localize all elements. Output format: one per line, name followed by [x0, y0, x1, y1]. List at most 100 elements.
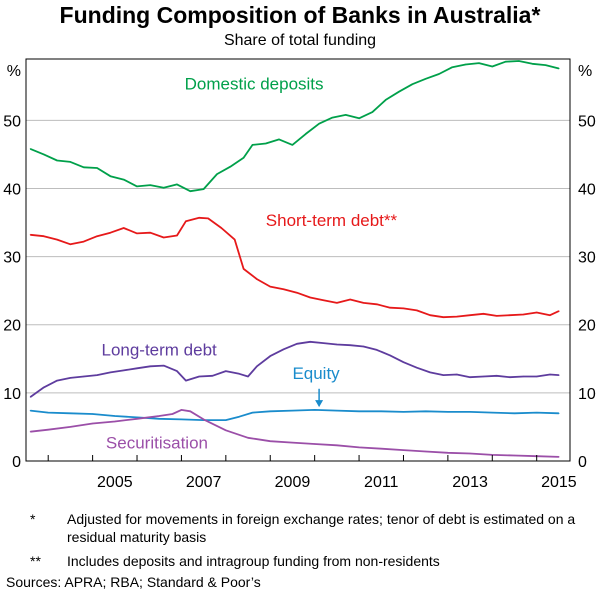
x-tick-2007: 2007	[186, 474, 222, 491]
point-domestic-deposits-0	[29, 148, 31, 150]
point-long-term-debt-23	[322, 342, 325, 344]
point-long-term-debt-15	[225, 370, 227, 372]
point-domestic-deposits-16	[243, 157, 245, 159]
point-short-term-debt-11	[176, 234, 178, 237]
point-short-term-debt-37	[509, 314, 511, 316]
point-short-term-debt-16	[234, 239, 236, 241]
y-tick-left-50: 50	[3, 113, 21, 130]
point-equity-22	[491, 412, 493, 414]
point-short-term-debt-24	[336, 302, 338, 304]
point-long-term-debt-4	[83, 375, 85, 378]
point-short-term-debt-3	[69, 243, 71, 245]
point-long-term-debt-39	[536, 375, 538, 378]
point-domestic-deposits-8	[136, 185, 138, 187]
point-short-term-debt-33	[456, 316, 458, 318]
point-long-term-debt-24	[336, 343, 338, 346]
point-long-term-debt-27	[376, 349, 378, 351]
series-label-equity: Equity	[292, 364, 340, 383]
series-layer	[29, 60, 560, 458]
point-short-term-debt-22	[309, 296, 311, 299]
point-long-term-debt-38	[522, 375, 525, 378]
point-domestic-deposits-13	[203, 188, 205, 190]
point-domestic-deposits-25	[358, 117, 360, 119]
point-equity-14	[314, 409, 316, 411]
point-domestic-deposits-22	[318, 123, 320, 125]
point-domestic-deposits-40	[558, 67, 560, 70]
point-domestic-deposits-19	[278, 138, 280, 140]
point-long-term-debt-41	[558, 374, 560, 376]
point-short-term-debt-14	[207, 217, 209, 219]
point-securitisation-6	[158, 415, 160, 417]
point-short-term-debt-5	[96, 235, 98, 237]
point-long-term-debt-3	[69, 377, 71, 379]
point-long-term-debt-33	[456, 373, 458, 376]
point-long-term-debt-29	[402, 361, 405, 363]
point-short-term-debt-8	[136, 232, 138, 234]
point-short-term-debt-0	[29, 234, 31, 236]
chart-svg: 0 0 10 10 20 20 30 30 40 40 50 50% % 2005 2007 2009 2011…	[3, 58, 596, 491]
point-long-term-debt-26	[362, 345, 365, 348]
point-long-term-debt-30	[416, 367, 418, 369]
point-long-term-debt-32	[442, 374, 444, 376]
point-long-term-debt-6	[109, 371, 111, 373]
y-unit-left: %	[7, 63, 21, 80]
point-short-term-debt-35	[482, 313, 484, 315]
point-short-term-debt-23	[322, 299, 325, 301]
chart-title: Funding Composition of Banks in Australi…	[59, 2, 541, 28]
point-securitisation-12	[247, 437, 249, 439]
point-short-term-debt-15	[220, 227, 222, 229]
point-securitisation-16	[336, 444, 338, 446]
point-securitisation-10	[203, 418, 205, 420]
footnote-1-text: Adjusted for movements in foreign exchan…	[67, 511, 576, 545]
series-label-short-term-debt: Short-term debt**	[266, 211, 398, 230]
point-domestic-deposits-35	[491, 65, 493, 68]
point-domestic-deposits-17	[251, 144, 254, 146]
label-layer: Domestic deposits Short-term debt** Long-t…	[101, 75, 397, 453]
point-domestic-deposits-1	[43, 153, 45, 155]
point-long-term-debt-18	[256, 365, 258, 367]
tick-layer: 0 0 10 10 20 20 30 30 40 40 50 50% % 2005 2007 2009 2011…	[3, 63, 596, 491]
footnote-2-mark: **	[30, 553, 41, 569]
point-securitisation-3	[92, 422, 94, 425]
point-domestic-deposits-15	[229, 166, 231, 168]
point-long-term-debt-12	[185, 380, 187, 382]
x-tick-2005: 2005	[97, 474, 133, 491]
series-label-long-term-debt: Long-term debt	[101, 340, 217, 359]
point-domestic-deposits-33	[465, 63, 467, 66]
point-short-term-debt-38	[522, 313, 525, 316]
point-short-term-debt-32	[442, 316, 444, 318]
point-equity-9	[225, 419, 227, 421]
point-domestic-deposits-6	[109, 175, 111, 177]
point-domestic-deposits-38	[531, 63, 533, 65]
point-domestic-deposits-21	[305, 133, 307, 135]
point-domestic-deposits-39	[545, 64, 547, 66]
point-long-term-debt-36	[496, 375, 498, 377]
y-tick-right-50: 50	[578, 113, 596, 130]
point-equity-10	[238, 416, 240, 418]
point-domestic-deposits-3	[69, 161, 71, 163]
point-long-term-debt-2	[56, 380, 58, 382]
point-short-term-debt-31	[429, 314, 431, 316]
point-securitisation-11	[225, 429, 227, 431]
x-tick-2013: 2013	[452, 474, 488, 491]
point-long-term-debt-34	[469, 376, 471, 378]
point-equity-2	[69, 412, 71, 414]
point-short-term-debt-39	[536, 311, 538, 314]
y-tick-left-10: 10	[3, 386, 21, 403]
x-tick-2011: 2011	[364, 474, 399, 491]
point-securitisation-18	[380, 448, 382, 450]
y-tick-right-20: 20	[578, 318, 596, 335]
point-short-term-debt-28	[389, 307, 391, 309]
point-securitisation-17	[358, 446, 360, 448]
point-short-term-debt-17	[243, 268, 245, 270]
point-domestic-deposits-14	[216, 173, 218, 175]
point-short-term-debt-1	[43, 235, 45, 237]
point-securitisation-5	[136, 418, 138, 420]
point-short-term-debt-18	[256, 278, 258, 280]
point-equity-16	[358, 410, 360, 412]
point-equity-0	[29, 410, 31, 412]
footnote-2-text: Includes deposits and intragroup funding…	[67, 553, 440, 569]
point-long-term-debt-5	[96, 374, 98, 376]
series-line-short-term-debt	[30, 216, 560, 319]
point-long-term-debt-10	[163, 365, 165, 367]
